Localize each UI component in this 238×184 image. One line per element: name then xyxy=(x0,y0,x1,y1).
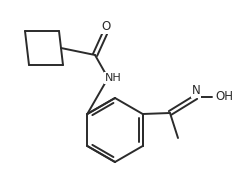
Text: NH: NH xyxy=(105,73,121,83)
Text: N: N xyxy=(192,84,200,98)
Text: O: O xyxy=(101,20,111,33)
Text: OH: OH xyxy=(215,89,233,102)
